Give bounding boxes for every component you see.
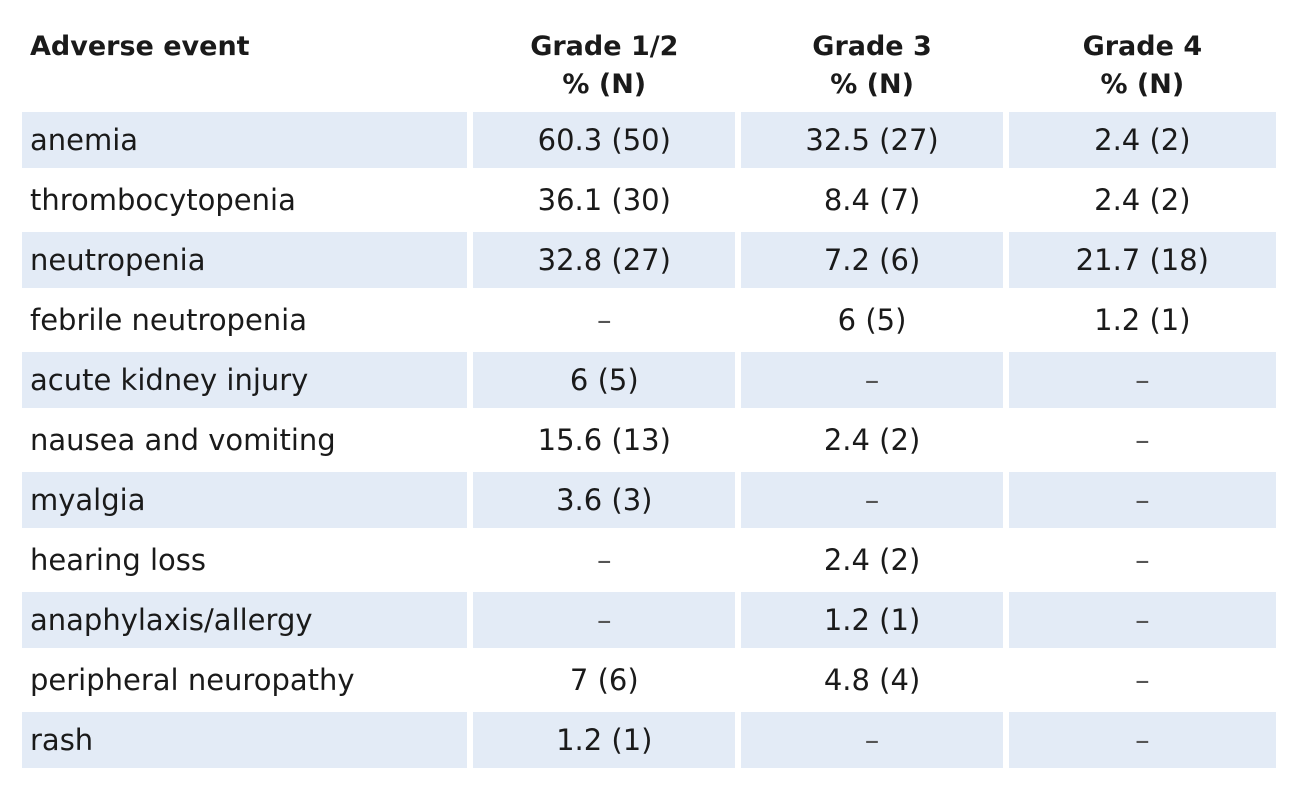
cell-grade-4: 21.7 (18) xyxy=(1008,232,1276,288)
cell-grade-1-2: – xyxy=(597,303,612,337)
cell-grade-1-2: – xyxy=(597,543,612,577)
cell-grade-1-2: – xyxy=(473,592,736,648)
cell-grade-3: – xyxy=(741,712,1003,768)
cell-grade-4: – xyxy=(1135,423,1150,457)
cell-grade-3: 7.2 (6) xyxy=(741,232,1003,288)
cell-grade-1-2: 36.1 (30) xyxy=(537,183,671,217)
cell-grade-1-2: 15.6 (13) xyxy=(537,423,671,457)
cell-grade-1-2: 6 (5) xyxy=(473,352,736,408)
cell-event: peripheral neuropathy xyxy=(30,663,355,697)
cell-grade-4: – xyxy=(1008,352,1276,408)
table-row: thrombocytopenia 36.1 (30) 8.4 (7) 2.4 (… xyxy=(22,172,1276,228)
header-grade-4-unit: % (N) xyxy=(1100,69,1185,100)
cell-grade-1-2: 7 (6) xyxy=(569,663,639,697)
cell-grade-1-2: 60.3 (50) xyxy=(473,112,736,168)
table-row: nausea and vomiting 15.6 (13) 2.4 (2) – xyxy=(22,412,1276,468)
cell-grade-3: 1.2 (1) xyxy=(741,592,1003,648)
cell-grade-4: – xyxy=(1135,663,1150,697)
header-grade-3-label: Grade 3 xyxy=(812,31,932,62)
table-row: anaphylaxis/allergy – 1.2 (1) – xyxy=(22,592,1276,648)
table-row: myalgia 3.6 (3) – – xyxy=(22,472,1276,528)
cell-grade-3: 32.5 (27) xyxy=(741,112,1003,168)
table-row: rash 1.2 (1) – – xyxy=(22,712,1276,768)
cell-grade-3: 8.4 (7) xyxy=(823,183,921,217)
cell-grade-4: – xyxy=(1008,592,1276,648)
header-adverse-event: Adverse event xyxy=(22,22,467,108)
table-row: hearing loss – 2.4 (2) – xyxy=(22,532,1276,588)
cell-grade-1-2: 32.8 (27) xyxy=(473,232,736,288)
cell-grade-3: 2.4 (2) xyxy=(823,423,921,457)
cell-grade-3: 4.8 (4) xyxy=(823,663,921,697)
cell-grade-3: 2.4 (2) xyxy=(823,543,921,577)
cell-grade-3: – xyxy=(741,352,1003,408)
cell-event: anaphylaxis/allergy xyxy=(22,592,468,648)
cell-grade-4: – xyxy=(1008,472,1276,528)
cell-event: rash xyxy=(22,712,468,768)
table-header-row: Adverse event Grade 1/2 % (N) Grade 3 % … xyxy=(22,22,1276,108)
cell-grade-4: 2.4 (2) xyxy=(1008,112,1276,168)
cell-event: anemia xyxy=(22,112,468,168)
header-adverse-event-label: Adverse event xyxy=(30,31,250,62)
header-grade-1-2-label: Grade 1/2 xyxy=(530,31,679,62)
adverse-events-table: Adverse event Grade 1/2 % (N) Grade 3 % … xyxy=(16,18,1282,772)
table-row: anemia 60.3 (50) 32.5 (27) 2.4 (2) xyxy=(22,112,1276,168)
cell-event: myalgia xyxy=(22,472,468,528)
cell-grade-4: – xyxy=(1008,712,1276,768)
cell-event: hearing loss xyxy=(30,543,206,577)
table-row: febrile neutropenia – 6 (5) 1.2 (1) xyxy=(22,292,1276,348)
header-grade-4: Grade 4 % (N) xyxy=(1009,22,1276,108)
cell-event: neutropenia xyxy=(22,232,468,288)
adverse-events-table-container: Adverse event Grade 1/2 % (N) Grade 3 % … xyxy=(22,18,1276,772)
cell-grade-4: 1.2 (1) xyxy=(1094,303,1191,337)
cell-grade-4: – xyxy=(1135,543,1150,577)
table-row: peripheral neuropathy 7 (6) 4.8 (4) – xyxy=(22,652,1276,708)
cell-grade-1-2: 3.6 (3) xyxy=(473,472,736,528)
cell-event: acute kidney injury xyxy=(22,352,468,408)
header-grade-3: Grade 3 % (N) xyxy=(741,22,1002,108)
header-grade-1-2: Grade 1/2 % (N) xyxy=(473,22,735,108)
header-grade-1-2-unit: % (N) xyxy=(562,69,647,100)
table-row: acute kidney injury 6 (5) – – xyxy=(22,352,1276,408)
cell-grade-3: – xyxy=(741,472,1003,528)
cell-grade-4: 2.4 (2) xyxy=(1094,183,1191,217)
cell-event: thrombocytopenia xyxy=(30,183,296,217)
header-grade-4-label: Grade 4 xyxy=(1082,31,1203,62)
header-grade-3-unit: % (N) xyxy=(830,69,914,100)
cell-grade-1-2: 1.2 (1) xyxy=(473,712,736,768)
cell-event: febrile neutropenia xyxy=(30,303,308,337)
table-row: neutropenia 32.8 (27) 7.2 (6) 21.7 (18) xyxy=(22,232,1276,288)
cell-event: nausea and vomiting xyxy=(30,423,336,457)
cell-grade-3: 6 (5) xyxy=(837,303,907,337)
